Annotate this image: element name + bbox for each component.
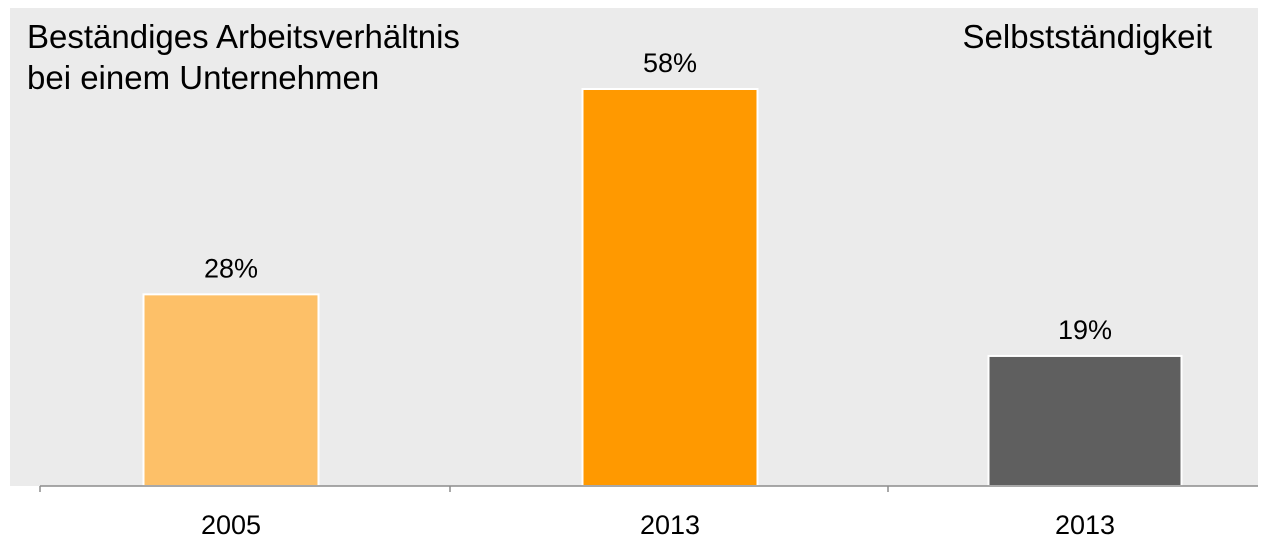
value-label-1: 28% xyxy=(204,253,258,283)
group-title-1: Beständiges Arbeitsverhältnis bei einem U… xyxy=(27,18,460,96)
bar-2 xyxy=(581,88,759,487)
group-title-1-line-2: bei einem Unternehmen xyxy=(27,59,379,96)
bars xyxy=(142,88,1183,487)
group-titles: Beständiges Arbeitsverhältnis bei einem U… xyxy=(27,18,1212,96)
bar-1 xyxy=(142,293,320,487)
x-tick-label-2: 2013 xyxy=(640,510,700,537)
group-title-2-line-1: Selbstständigkeit xyxy=(963,18,1212,55)
x-tick-labels: 2005 2013 2013 xyxy=(201,510,1115,537)
x-tick-label-3: 2013 xyxy=(1055,510,1115,537)
x-tick-label-1: 2005 xyxy=(201,510,261,537)
group-title-2: Selbstständigkeit xyxy=(963,18,1212,55)
value-labels: 28% 58% 19% xyxy=(204,48,1112,345)
group-title-1-line-1: Beständiges Arbeitsverhältnis xyxy=(27,18,460,55)
x-axis xyxy=(39,485,1258,492)
value-label-3: 19% xyxy=(1058,315,1112,345)
value-label-2: 58% xyxy=(643,48,697,78)
bar-3 xyxy=(987,354,1183,487)
